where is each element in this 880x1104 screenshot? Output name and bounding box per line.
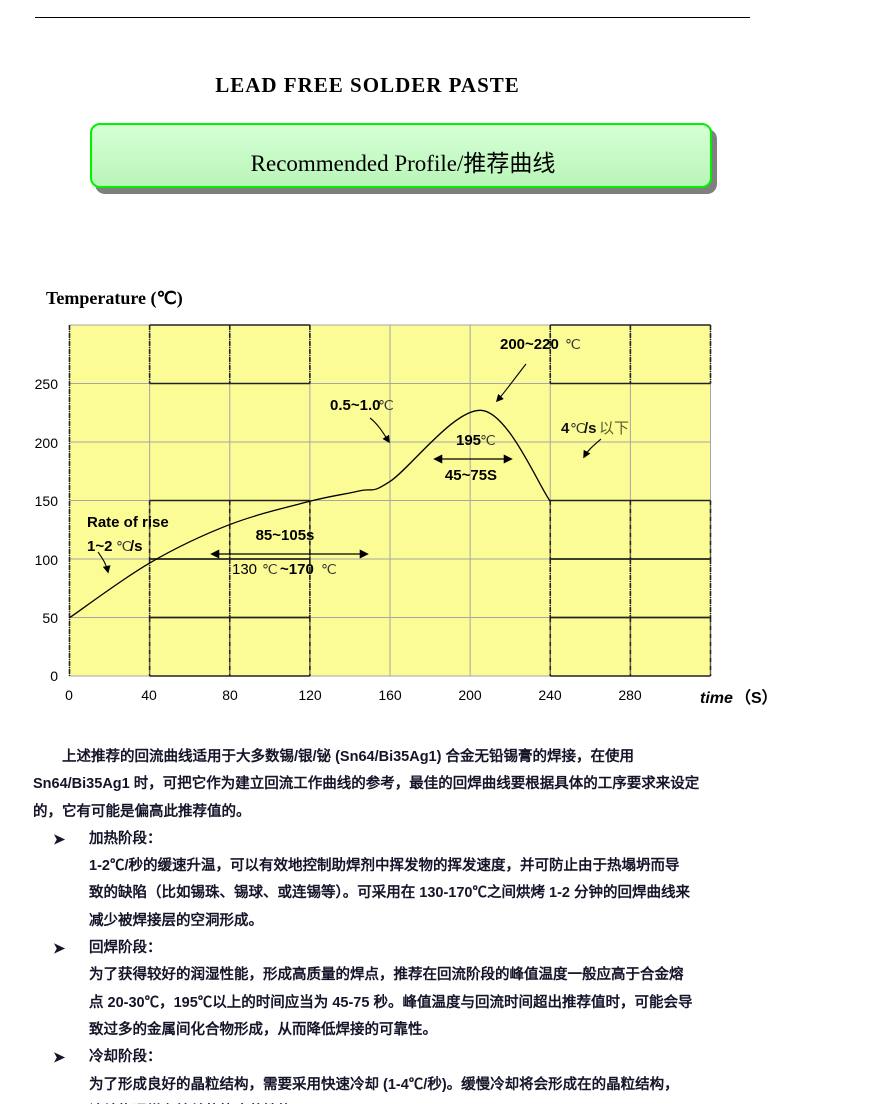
svg-text:45~75S: 45~75S [445, 467, 497, 484]
svg-text:150: 150 [35, 493, 59, 509]
svg-text:0: 0 [65, 687, 73, 703]
svg-text:℃: ℃ [565, 336, 581, 352]
svg-text:40: 40 [141, 687, 157, 703]
svg-text:4: 4 [561, 420, 570, 437]
svg-text:/s: /s [130, 538, 143, 555]
svg-text:280: 280 [618, 687, 642, 703]
svg-text:120: 120 [298, 687, 322, 703]
svg-text:0.5~1.0: 0.5~1.0 [330, 397, 380, 414]
svg-text:time: time [700, 690, 733, 707]
svg-text:（S）: （S） [735, 689, 778, 707]
svg-text:~170: ~170 [280, 561, 314, 578]
svg-text:80: 80 [222, 687, 238, 703]
svg-text:/s: /s [584, 420, 597, 437]
svg-text:℃: ℃ [262, 561, 278, 577]
svg-text:200~220: 200~220 [500, 336, 559, 353]
svg-text:℃: ℃ [378, 397, 394, 413]
svg-text:200: 200 [458, 687, 482, 703]
svg-text:200: 200 [35, 435, 59, 451]
svg-text:1~2: 1~2 [87, 538, 112, 555]
svg-text:130: 130 [232, 561, 257, 578]
svg-text:0: 0 [50, 668, 58, 684]
svg-text:240: 240 [538, 687, 562, 703]
svg-text:250: 250 [35, 376, 59, 392]
svg-text:160: 160 [378, 687, 402, 703]
svg-text:以下: 以下 [599, 420, 629, 437]
svg-text:50: 50 [42, 610, 58, 626]
svg-text:℃: ℃ [321, 561, 337, 577]
svg-text:195: 195 [456, 432, 481, 449]
svg-text:℃: ℃ [480, 432, 496, 448]
svg-text:85~105s: 85~105s [256, 527, 315, 544]
svg-text:100: 100 [35, 552, 59, 568]
svg-text:Rate of rise: Rate of rise [87, 514, 169, 531]
